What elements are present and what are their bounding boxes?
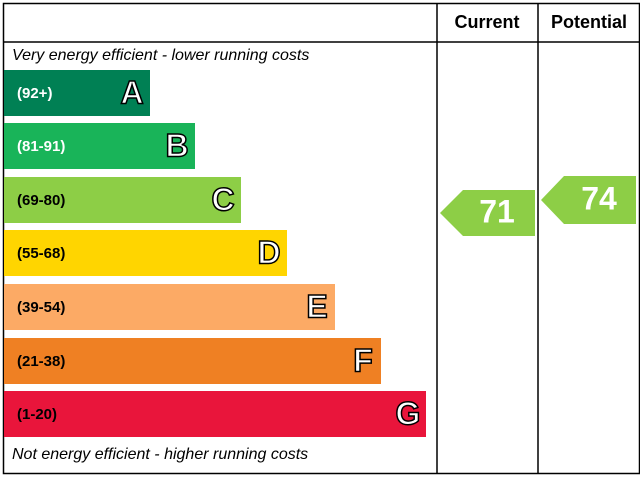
- band-range: (81-91): [17, 138, 65, 155]
- band-bar: [4, 391, 426, 437]
- band-range: (69-80): [17, 192, 65, 209]
- band-range: (21-38): [17, 353, 65, 370]
- band-range: (92+): [17, 85, 52, 102]
- band-bar: [4, 123, 195, 169]
- current-value: 71: [479, 193, 515, 229]
- band-bar: [4, 284, 335, 330]
- band-bar: [4, 230, 287, 276]
- band-range: (55-68): [17, 245, 65, 262]
- bottom-note: Not energy efficient - higher running co…: [12, 446, 308, 463]
- column-header: Potential: [551, 12, 627, 32]
- band-bar: [4, 177, 241, 223]
- band-letter: G: [396, 395, 421, 431]
- band-letter: C: [211, 181, 234, 217]
- band-range: (39-54): [17, 299, 65, 316]
- band-letter: D: [257, 234, 280, 270]
- column-header: Current: [454, 12, 519, 32]
- bands: (92+) A (81-91) B (69-80) C (55-68) D (39-54) E (2…: [4, 70, 426, 437]
- band-letter: B: [165, 127, 188, 163]
- potential-value: 74: [581, 180, 617, 216]
- band-bar: [4, 70, 150, 116]
- potential-arrow: [541, 176, 636, 224]
- band-bar: [4, 338, 381, 384]
- band-range: (1-20): [17, 406, 57, 423]
- current-arrow: [440, 190, 535, 236]
- band-letter: A: [120, 74, 143, 110]
- band-letter: F: [353, 342, 373, 378]
- top-note: Very energy efficient - lower running co…: [12, 47, 309, 64]
- band-letter: E: [306, 288, 327, 324]
